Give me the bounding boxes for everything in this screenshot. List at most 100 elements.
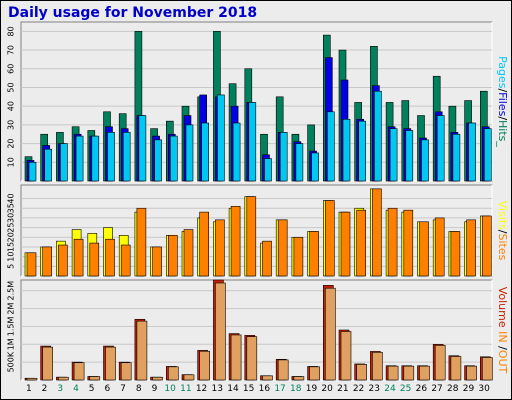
- volume-out-bar: [152, 376, 163, 381]
- legend-part: Visits: [496, 201, 509, 230]
- sites-bar: [324, 200, 335, 277]
- pages-bar: [138, 115, 147, 182]
- volume-out-bar: [277, 359, 289, 381]
- y-tick-label: 60: [7, 64, 16, 74]
- y-tick-label: 2M: [7, 302, 16, 314]
- x-tick-label: 29: [463, 384, 475, 394]
- sites-bar: [89, 242, 100, 277]
- legend-part: Hits_: [496, 120, 509, 147]
- x-tick-label: 19: [306, 384, 318, 394]
- x-tick-label: 9: [152, 384, 158, 394]
- x-tick-label: 27: [431, 384, 442, 394]
- volume-out-bar: [89, 376, 101, 381]
- sites-bar: [403, 209, 414, 277]
- pages-bar: [28, 161, 37, 182]
- sites-bar: [215, 219, 225, 277]
- sites-bar: [26, 252, 37, 277]
- sites-bar: [356, 209, 367, 277]
- chart-title: Daily usage for November 2018: [8, 5, 258, 21]
- x-tick-label: 17: [274, 384, 285, 394]
- sites-bar: [183, 229, 194, 277]
- pages-bar: [483, 128, 492, 182]
- volume-out-bar: [120, 362, 132, 381]
- volume-out-bar: [340, 331, 352, 381]
- y-tick-label: 80: [7, 26, 16, 36]
- legend-part: Volume: [496, 287, 509, 328]
- legend-part: Pages: [496, 56, 509, 89]
- x-tick-label: 5: [89, 384, 95, 394]
- plot-area-visits-sites: [20, 184, 493, 277]
- plot-area-hits-files-pages: [20, 21, 493, 182]
- sites-bar: [136, 207, 147, 277]
- volume-out-bar: [73, 362, 85, 381]
- x-tick-label: 7: [120, 384, 126, 394]
- volume-out-bar: [387, 365, 399, 381]
- y-tick-label: 10: [7, 157, 16, 167]
- volume-out-bar: [199, 350, 210, 381]
- right-axis-label-volume: Volume IN /OUT: [496, 287, 509, 374]
- volume-out-bar: [403, 365, 415, 381]
- volume-out-bar: [136, 320, 148, 381]
- pages-bar: [201, 122, 209, 182]
- volume-out-bar: [450, 356, 462, 381]
- x-tick-label: 23: [369, 384, 380, 394]
- pages-bar: [232, 122, 241, 182]
- volume-out-bar: [246, 336, 258, 381]
- sites-bar: [340, 211, 351, 277]
- x-tick-label: 12: [196, 384, 207, 394]
- y-tick-label: 500K: [7, 351, 16, 372]
- y-tick-label: 40: [7, 193, 16, 203]
- sites-bar: [120, 244, 131, 277]
- pages-bar: [107, 132, 115, 182]
- pages-bar: [389, 128, 398, 182]
- pages-bar: [311, 152, 319, 182]
- x-tick-label: 22: [353, 384, 364, 394]
- pages-bar: [436, 115, 445, 182]
- sites-bar: [199, 211, 209, 277]
- sites-bar: [387, 207, 398, 277]
- volume-out-bar: [58, 376, 69, 381]
- sites-bar: [450, 231, 461, 277]
- sites-bar: [152, 246, 162, 277]
- x-tick-label: 10: [164, 384, 176, 394]
- pages-bar: [342, 118, 351, 182]
- x-tick-label: 18: [290, 384, 302, 394]
- volume-out-bar: [230, 334, 242, 381]
- pages-bar: [421, 139, 429, 182]
- y-tick-label: 2.5M: [7, 281, 16, 301]
- volume-out-bar: [26, 377, 38, 381]
- sites-bar: [481, 215, 492, 277]
- x-tick-label: 1: [26, 384, 32, 394]
- y-tick-label: 70: [7, 45, 16, 55]
- y-tick-label: 15: [7, 242, 16, 252]
- x-tick-label: 4: [73, 384, 79, 394]
- pages-bar: [154, 139, 162, 182]
- volume-out-bar: [466, 365, 477, 381]
- legend-part: Sites: [496, 234, 509, 261]
- pages-bar: [75, 135, 84, 182]
- x-tick-label: 16: [259, 384, 271, 394]
- sites-bar: [372, 188, 382, 277]
- volume-out-bar: [42, 346, 54, 381]
- x-tick-label: 14: [227, 384, 239, 394]
- legend-part: /: [496, 116, 509, 120]
- x-tick-label: 13: [212, 384, 223, 394]
- pages-bar: [44, 148, 53, 182]
- volume-out-bar: [372, 351, 383, 381]
- sites-bar: [246, 196, 257, 277]
- sites-bar: [230, 205, 241, 277]
- pages-bar: [358, 120, 367, 182]
- volume-out-bar: [434, 345, 446, 381]
- x-tick-label: 6: [104, 384, 110, 394]
- sites-bar: [42, 246, 53, 277]
- x-tick-label: 15: [243, 384, 254, 394]
- pages-bar: [326, 111, 335, 182]
- legend-part: /: [496, 88, 509, 92]
- y-tick-label: 35: [7, 203, 16, 213]
- sites-bar: [293, 236, 304, 277]
- sites-bar: [466, 219, 476, 277]
- pages-bar: [60, 143, 68, 182]
- sites-bar: [419, 221, 429, 277]
- pages-bar: [374, 90, 382, 182]
